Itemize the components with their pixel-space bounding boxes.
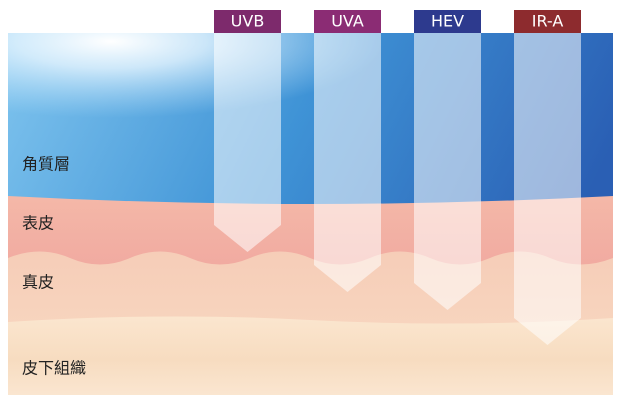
layer-label: 表皮 [22, 214, 54, 233]
ray-beam [514, 33, 581, 345]
bottom-margin [8, 395, 613, 403]
layer-label: 真皮 [22, 273, 54, 292]
ray-tag [214, 10, 281, 33]
ray-tag [514, 10, 581, 33]
ray-beam [214, 33, 281, 252]
ray-beam [314, 33, 381, 292]
ray-label: UVB [231, 12, 265, 31]
ray-label: HEV [431, 12, 464, 31]
layer-label: 皮下組織 [22, 359, 86, 378]
ray-tag [314, 10, 381, 33]
ray-label: UVA [331, 12, 364, 31]
subcutis [8, 316, 613, 403]
ray-label: IR-A [532, 12, 564, 31]
ray-tag [414, 10, 481, 33]
sun [8, 33, 613, 203]
layer-label: 角質層 [22, 155, 70, 174]
ray-beam [414, 33, 481, 310]
